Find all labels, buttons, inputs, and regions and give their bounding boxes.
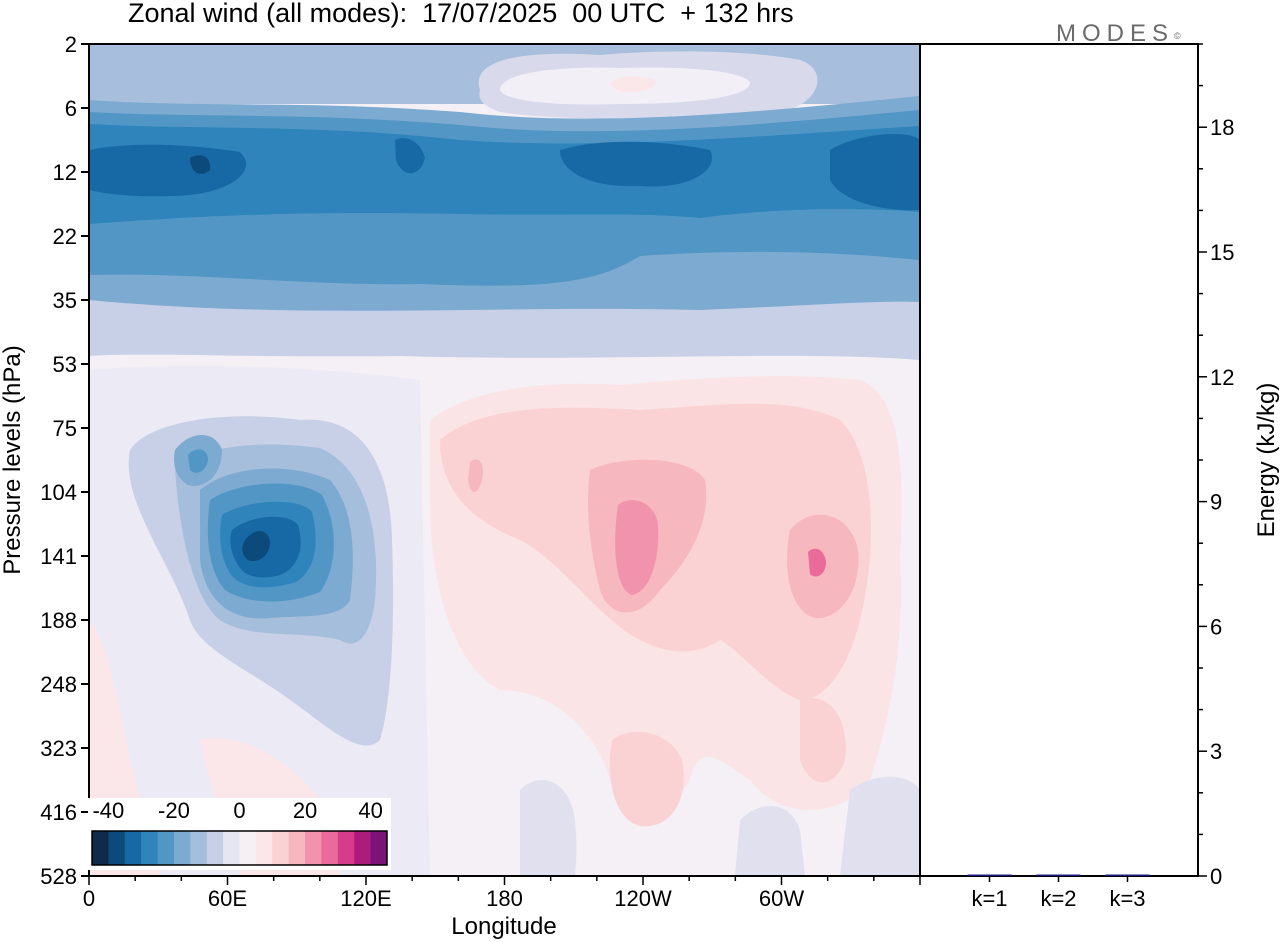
- colorbar-tick-label: -40: [92, 798, 124, 823]
- colorbar-swatch: [173, 831, 191, 865]
- colorbar-tick-label: 40: [358, 798, 382, 823]
- bar-category-label: k=2: [1040, 886, 1076, 911]
- colorbar-swatch: [354, 831, 372, 865]
- y-tick-label: 2: [65, 32, 77, 57]
- energy-tick-label: 18: [1210, 115, 1234, 140]
- contour-easterly-core-4: [395, 138, 425, 174]
- colorbar-swatch: [190, 831, 208, 865]
- colorbar-swatch: [239, 831, 257, 865]
- contour-westerly-top-max: [610, 76, 656, 93]
- contour-easterly-core-2: [560, 141, 712, 187]
- colorbar-swatch: [272, 831, 290, 865]
- y-tick-label: 104: [40, 480, 77, 505]
- y-tick-label: 248: [40, 672, 77, 697]
- energy-tick-label: 3: [1210, 739, 1222, 764]
- contour-lower-bump-1: [520, 780, 577, 876]
- energy-bar: [967, 874, 1012, 876]
- colorbar-swatch: [141, 831, 159, 865]
- contour-transition-upper: [89, 300, 920, 360]
- contour-westerly-small: [468, 459, 484, 492]
- colorbar-swatch: [305, 831, 322, 865]
- contour-easterly-core-1: [89, 144, 247, 197]
- x-axis-title: Longitude: [451, 913, 556, 940]
- logo-text: MODES: [1056, 20, 1175, 47]
- colorbar-swatch: [92, 831, 109, 865]
- contour-westerly-core-2: [808, 548, 826, 577]
- energy-tick-label: 15: [1210, 240, 1234, 265]
- x-tick-label: 0: [83, 886, 95, 911]
- colorbar-swatch: [223, 831, 240, 865]
- y-tick-label: 323: [40, 736, 77, 761]
- colorbar-swatch: [157, 831, 175, 865]
- colorbar-tick-label: 20: [293, 798, 317, 823]
- energy-tick-label: 9: [1210, 490, 1222, 515]
- y-tick-label: 35: [53, 288, 77, 313]
- contour-easterly-core-3: [830, 134, 920, 211]
- contour-easterly-inner: [89, 124, 920, 224]
- colorbar-swatch: [206, 831, 224, 865]
- y-tick-label: 53: [53, 352, 77, 377]
- energy-bars: k=1 k=2 k=3: [967, 874, 1150, 911]
- colorbar-swatch: [370, 831, 388, 865]
- energy-tick-label: 6: [1210, 614, 1222, 639]
- x-tick-label: 120E: [340, 886, 391, 911]
- contour-jet-upper-2: [188, 449, 208, 473]
- y-tick-label: 528: [40, 864, 77, 889]
- x-tick-label: 180: [486, 886, 523, 911]
- colorbar: -40 -20 0 20 40: [88, 798, 391, 870]
- logo-mark: ©: [1174, 31, 1181, 41]
- y-tick-label: 12: [53, 160, 77, 185]
- pressure-axis: 2 6 12 22 35 53 75 104 141 188 248 323 416 528: [40, 32, 89, 889]
- y-tick-label: 75: [53, 416, 77, 441]
- colorbar-tick-label: 0: [233, 798, 245, 823]
- y-tick-label: 141: [40, 544, 77, 569]
- y-tick-label: 188: [40, 608, 77, 633]
- y-tick-label: 22: [53, 224, 77, 249]
- y-tick-label: 416: [40, 800, 77, 825]
- contour-easterly-core-5: [190, 155, 211, 174]
- bar-category-label: k=3: [1109, 886, 1145, 911]
- colorbar-swatch: [124, 831, 142, 865]
- wind-heatmap: [89, 44, 920, 876]
- colorbar-tick-label: -20: [158, 798, 190, 823]
- contour-westerly-lower-1: [609, 731, 684, 827]
- energy-axis-title: Energy (kJ/kg): [1253, 383, 1280, 538]
- x-tick-label: 60W: [759, 886, 804, 911]
- y-axis-title: Pressure levels (hPa): [0, 345, 26, 574]
- energy-tick-label: 0: [1210, 864, 1222, 889]
- contour-lower-bump-2: [735, 806, 805, 876]
- contour-jet-core: [242, 531, 270, 562]
- colorbar-swatch: [337, 831, 355, 865]
- colorbar-swatch: [288, 831, 306, 865]
- colorbar-swatch: [108, 831, 126, 865]
- energy-axis: 0 3 6 9 12 15 18: [1198, 43, 1234, 889]
- longitude-axis: 0 60E 120E 180 120W 60W: [83, 876, 921, 911]
- contour-westerly-lower-2: [800, 698, 846, 783]
- y-tick-label: 6: [65, 96, 77, 121]
- x-tick-label: 120W: [614, 886, 672, 911]
- contour-lower-bump-3: [840, 776, 920, 876]
- bar-panel-frame: [919, 43, 1199, 877]
- x-tick-label: 60E: [208, 886, 247, 911]
- colorbar-frame: [91, 830, 388, 866]
- colorbar-swatch: [255, 831, 273, 865]
- chart-title: Zonal wind (all modes): 17/07/2025 00 UT…: [128, 0, 794, 28]
- colorbar-swatch: [321, 831, 339, 865]
- energy-bar: [1036, 874, 1081, 876]
- energy-tick-label: 12: [1210, 365, 1234, 390]
- modes-logo: MODES©: [1056, 20, 1181, 48]
- bar-category-label: k=1: [971, 886, 1007, 911]
- energy-bar: [1105, 874, 1150, 876]
- contour-westerly-core-1: [615, 500, 659, 595]
